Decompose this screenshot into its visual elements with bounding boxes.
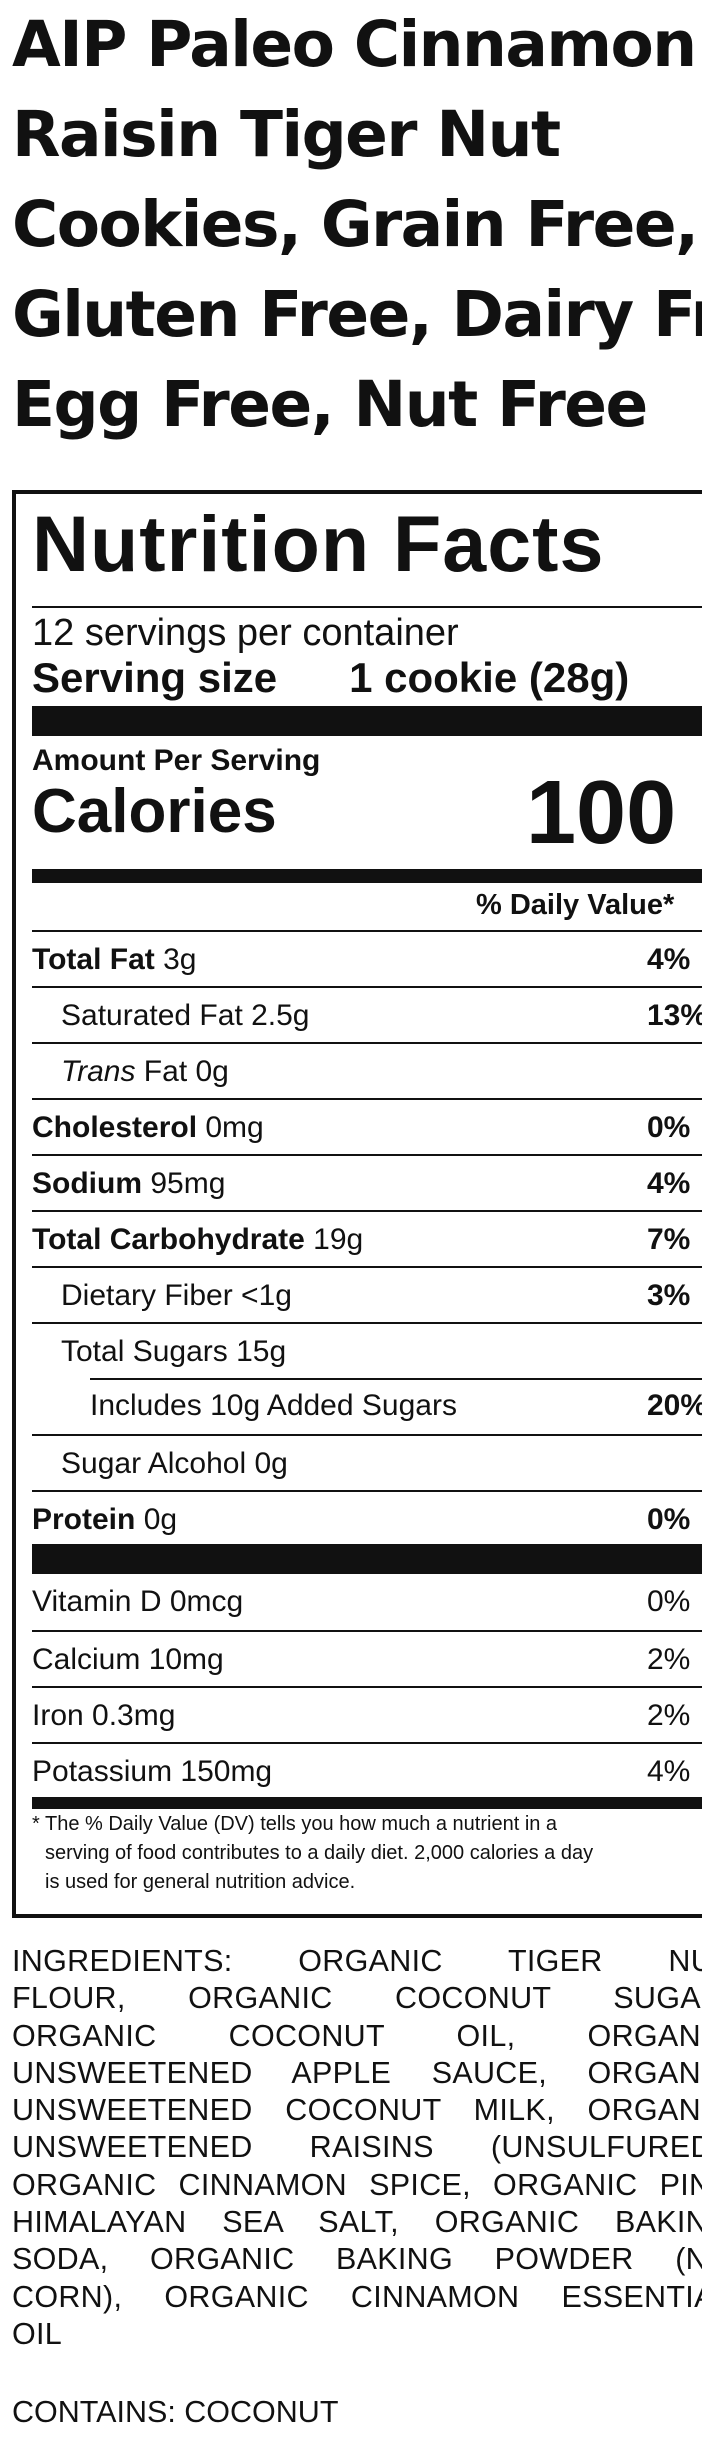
product-title-line: AIP Paleo Cinnamon & — [12, 8, 702, 81]
nutrient-row-total-fat: Total Fat 3g 4% — [32, 930, 702, 987]
nutrient-label: Dietary Fiber <1g — [61, 1279, 292, 1312]
ingredients-line: ORGANIC CINNAMON SPICE, ORGANIC PINK — [12, 2167, 702, 2202]
nutrition-facts-heading: Nutrition Facts — [32, 499, 605, 588]
thick-divider — [32, 1544, 702, 1574]
daily-value-header: % Daily Value* — [476, 889, 675, 921]
nutrient-row-sodium: Sodium 95mg 4% — [32, 1154, 702, 1211]
footnote-line: * The % Daily Value (DV) tells you how m… — [32, 1813, 558, 1835]
ingredients-line: FLOUR, ORGANIC COCONUT SUGAR, — [12, 1981, 702, 2016]
nutrient-dv: 4% — [647, 1167, 691, 1200]
ingredients-line: HIMALAYAN SEA SALT, ORGANIC BAKING — [12, 2205, 702, 2240]
ingredients-line: SODA, ORGANIC BAKING POWDER (NO — [12, 2242, 702, 2277]
nutrient-amount: 19g — [304, 1223, 364, 1256]
ingredients-line: UNSWEETENED APPLE SAUCE, ORGANIC — [12, 2055, 702, 2090]
vitamin-dv: 2% — [647, 1699, 691, 1732]
ingredients-line: UNSWEETENED RAISINS (UNSULFURED), — [12, 2130, 702, 2165]
vitamin-label: Vitamin D 0mcg — [32, 1585, 244, 1618]
nutrient-dv: 0% — [647, 1503, 691, 1536]
vitamin-label: Iron 0.3mg — [32, 1699, 176, 1732]
serving-size-label: Serving size — [32, 654, 278, 701]
vitamin-row-iron: Iron 0.3mg 2% — [32, 1686, 702, 1743]
nutrient-row-total-carbohydrate: Total Carbohydrate 19g 7% — [32, 1210, 702, 1267]
nutrient-amount: 3g — [154, 943, 197, 976]
nutrient-row-cholesterol: Cholesterol 0mg 0% — [32, 1098, 702, 1155]
ingredients-line: CORN), ORGANIC CINNAMON ESSENTIAL — [12, 2279, 702, 2314]
serving-size-value: 1 cookie (28g) — [349, 654, 630, 701]
vitamin-row-calcium: Calcium 10mg 2% — [32, 1630, 702, 1687]
nutrient-label: Total Carbohydrate — [32, 1223, 305, 1256]
nutrient-label: Sodium — [32, 1167, 142, 1200]
nutrient-label: Trans — [61, 1055, 136, 1088]
servings-per-container: 12 servings per container — [32, 612, 459, 654]
nutrient-dv: 3% — [647, 1279, 691, 1312]
nutrient-amount: 95mg — [142, 1167, 226, 1200]
ingredients-line: OIL — [12, 2316, 63, 2351]
nutrient-row-dietary-fiber: Dietary Fiber <1g 3% — [32, 1266, 702, 1323]
nutrient-row-saturated-fat: Saturated Fat 2.5g 13% — [32, 986, 702, 1043]
vitamin-row-vitamin-d: Vitamin D 0mcg 0% — [32, 1574, 702, 1629]
nutrient-row-trans-fat: Trans Fat 0g — [32, 1042, 702, 1099]
footnote-line: serving of food contributes to a daily d… — [45, 1842, 594, 1864]
nutrient-label: Total Sugars 15g — [61, 1335, 287, 1368]
nutrition-facts-label: Nutrition Facts 12 servings per containe… — [12, 490, 702, 1918]
amount-per-serving: Amount Per Serving — [32, 744, 321, 777]
product-title-line: Egg Free, Nut Free — [12, 368, 648, 441]
ingredients-line: INGREDIENTS: ORGANIC TIGER NUT — [12, 1944, 702, 1978]
nutrient-row-sugar-alcohol: Sugar Alcohol 0g — [32, 1434, 702, 1491]
nutrient-row-protein: Protein 0g 0% — [32, 1490, 702, 1547]
nutrient-label: Sugar Alcohol 0g — [61, 1447, 288, 1480]
ingredients-line: UNSWEETENED COCONUT MILK, ORGANIC — [12, 2093, 702, 2128]
nutrient-dv: 13% — [647, 999, 702, 1032]
nutrient-dv: 0% — [647, 1111, 691, 1144]
nutrient-label: Includes 10g Added Sugars — [90, 1389, 457, 1422]
vitamin-dv: 0% — [647, 1585, 691, 1618]
footnote-line: is used for general nutrition advice. — [45, 1871, 356, 1893]
vitamin-label: Calcium 10mg — [32, 1643, 224, 1676]
vitamin-label: Potassium 150mg — [32, 1755, 273, 1788]
nutrient-amount: 0g — [135, 1503, 178, 1536]
nutrient-amount: Fat 0g — [135, 1055, 229, 1088]
allergen-contains: CONTAINS: COCONUT — [12, 2395, 339, 2429]
medium-divider — [32, 869, 702, 883]
daily-value-footnote: * The % Daily Value (DV) tells you how m… — [32, 1810, 702, 1897]
serving-size: Serving size 1 cookie (28g) — [32, 654, 629, 702]
nutrient-label: Cholesterol — [32, 1111, 198, 1144]
vitamin-row-potassium: Potassium 150mg 4% — [32, 1742, 702, 1799]
ingredients-line: ORGANIC COCONUT OIL, ORGANIC — [12, 2018, 702, 2053]
calories-value: 100 — [526, 763, 677, 863]
vitamin-dv: 4% — [647, 1755, 691, 1788]
vitamin-dv: 2% — [647, 1643, 691, 1676]
divider — [32, 606, 702, 608]
divider — [90, 1378, 702, 1380]
calories-label: Calories — [32, 777, 277, 846]
nutrient-label: Total Fat — [32, 943, 155, 976]
nutrient-row-added-sugars: Includes 10g Added Sugars 20% — [32, 1378, 702, 1433]
product-title-line: Cookies, Grain Free, — [12, 188, 699, 261]
product-title-line: Raisin Tiger Nut — [12, 98, 561, 171]
nutrient-dv: 4% — [647, 943, 691, 976]
thick-divider — [32, 706, 702, 736]
nutrient-label: Protein — [32, 1503, 136, 1536]
product-title-line: Gluten Free, Dairy Free, — [12, 278, 702, 351]
nutrient-row-total-sugars: Total Sugars 15g — [32, 1322, 702, 1379]
ingredients-list: INGREDIENTS: ORGANIC TIGER NUT FLOUR, OR… — [12, 1943, 702, 2353]
nutrient-dv: 20% — [647, 1389, 702, 1422]
nutrient-label: Saturated Fat 2.5g — [61, 999, 310, 1032]
product-title: AIP Paleo Cinnamon & Raisin Tiger Nut Co… — [12, 0, 702, 450]
medium-divider — [32, 1797, 702, 1809]
nutrient-amount: 0mg — [197, 1111, 264, 1144]
nutrient-dv: 7% — [647, 1223, 691, 1256]
